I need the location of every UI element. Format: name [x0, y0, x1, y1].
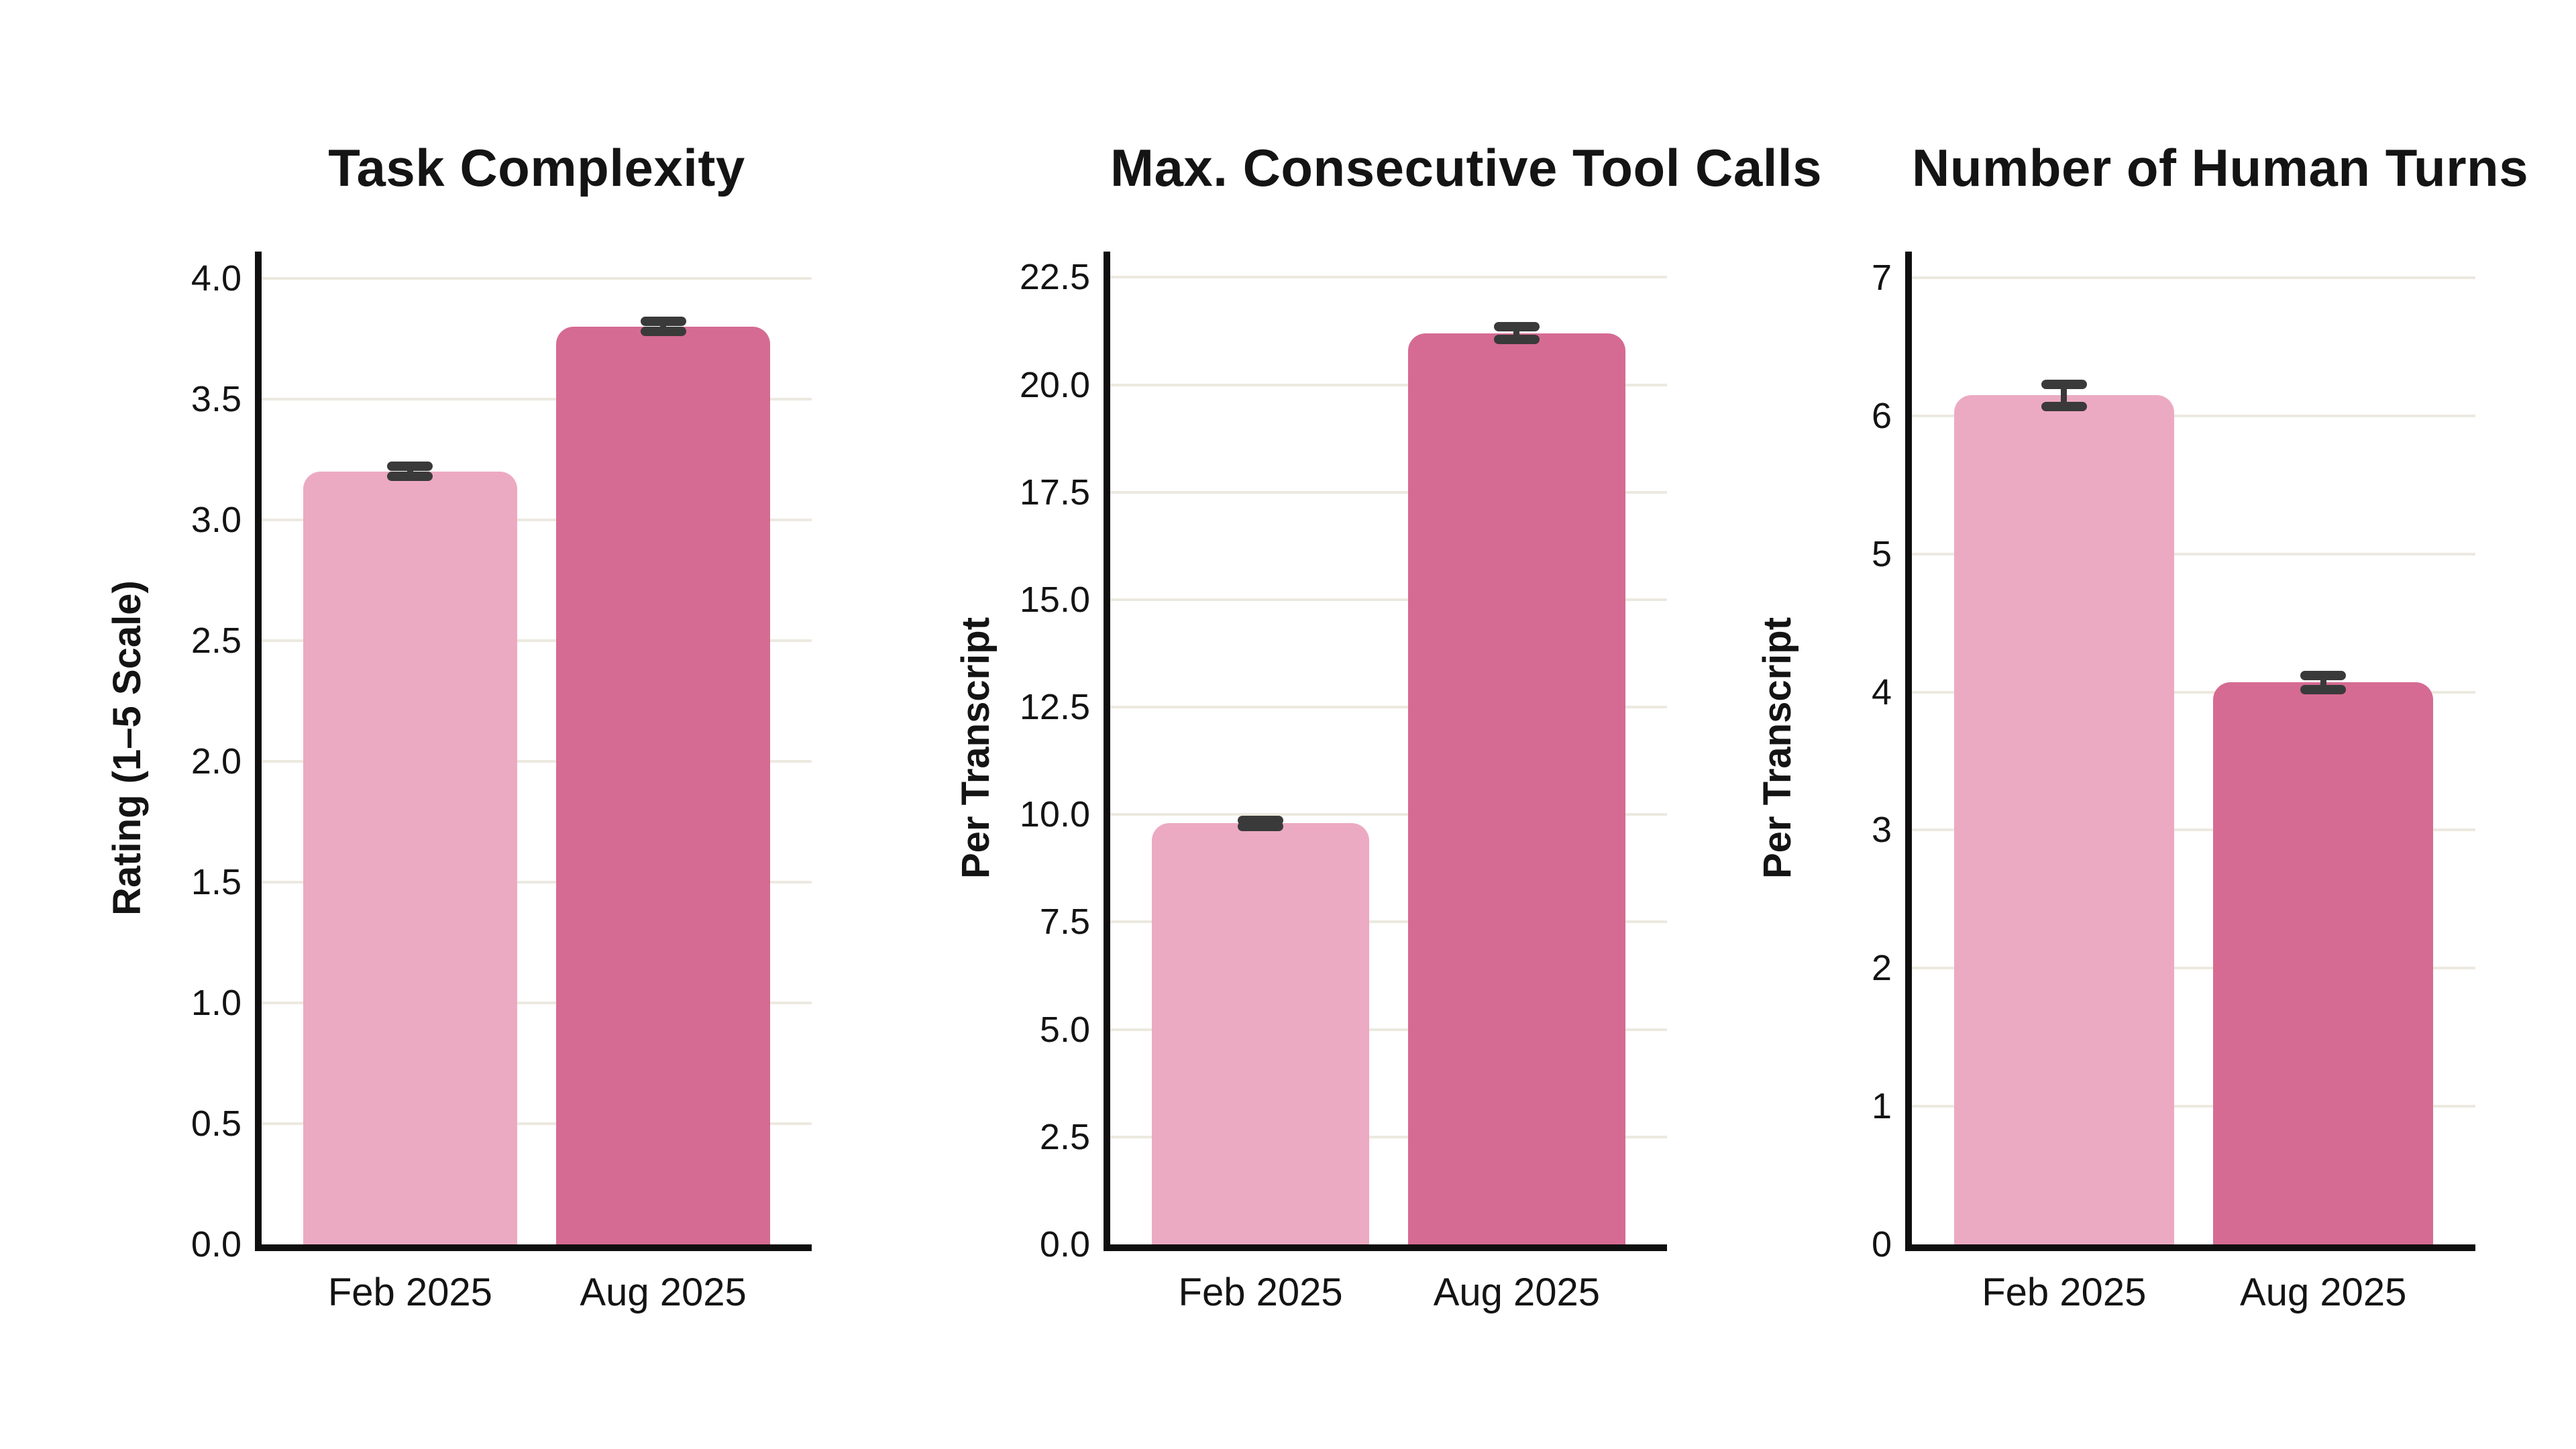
x-tick-label: Feb 2025 [1982, 1271, 2147, 1314]
y-axis-label: Per Transcript [1756, 616, 1799, 879]
y-tick-label: 1.0 [191, 982, 241, 1023]
gridline [1912, 414, 2475, 417]
y-tick-label: 22.5 [1019, 257, 1090, 298]
error-bar-whisker [1513, 327, 1520, 340]
y-tick-label: 1.5 [191, 861, 241, 902]
y-tick-label: 3 [1871, 810, 1892, 851]
y-tick-label: 2.0 [191, 741, 241, 782]
gridline [1110, 276, 1667, 279]
gridline [262, 397, 812, 400]
error-bar-whisker [2320, 675, 2326, 690]
y-tick-label: 6 [1871, 395, 1892, 436]
chart-title: Max. Consecutive Tool Calls [1110, 138, 1822, 197]
gridline [1110, 1135, 1667, 1138]
bar-feb-2025 [1954, 395, 2174, 1244]
bar-aug-2025 [2213, 682, 2433, 1244]
error-bar-cap [1238, 821, 1284, 831]
error-bar-whisker [2061, 384, 2068, 407]
y-tick-label: 20.0 [1019, 364, 1090, 405]
gridline [1110, 813, 1667, 816]
y-tick-label: 5 [1871, 533, 1892, 574]
y-tick-label: 4.0 [191, 258, 241, 299]
gridline [262, 276, 812, 280]
plot-area [255, 252, 812, 1251]
y-tick-label: 15.0 [1019, 579, 1090, 620]
plot-area [1104, 252, 1667, 1251]
y-tick-label: 1 [1871, 1086, 1892, 1127]
y-tick-label: 0 [1871, 1224, 1892, 1265]
gridline [262, 1001, 812, 1004]
error-bar-cap [387, 471, 433, 481]
y-tick-label: 4 [1871, 672, 1892, 712]
gridline [1110, 490, 1667, 494]
gridline [1912, 1105, 2475, 1108]
gridline [1110, 1028, 1667, 1031]
y-tick-label: 3.5 [191, 378, 241, 419]
gridline [1110, 920, 1667, 924]
x-tick-label: Aug 2025 [2240, 1271, 2407, 1314]
error-bar-whisker [660, 321, 667, 331]
x-tick-label: Feb 2025 [327, 1271, 492, 1314]
error-bar-cap [387, 462, 433, 472]
y-tick-label: 0.0 [191, 1224, 241, 1265]
chart-title: Task Complexity [328, 138, 745, 197]
bar-feb-2025 [1152, 823, 1369, 1244]
gridline [1110, 383, 1667, 386]
gridline [262, 518, 812, 521]
y-tick-label: 5.0 [1039, 1009, 1090, 1050]
x-tick-label: Feb 2025 [1178, 1271, 1343, 1314]
y-tick-label: 3.0 [191, 499, 241, 540]
gridline [1912, 690, 2475, 694]
error-bar-cap [2041, 401, 2087, 411]
bar-aug-2025 [1408, 333, 1625, 1244]
error-bar-cap [640, 326, 686, 336]
gridline [262, 759, 812, 763]
y-tick-label: 2.5 [1039, 1116, 1090, 1157]
error-bar-cap [1493, 322, 1540, 332]
error-bar-cap [1238, 815, 1284, 825]
y-tick-label: 2.5 [191, 620, 241, 661]
y-tick-label: 7.5 [1039, 902, 1090, 943]
gridline [1912, 276, 2475, 280]
plot-area [1905, 252, 2475, 1251]
y-tick-label: 7 [1871, 258, 1892, 299]
gridline [262, 1122, 812, 1125]
y-tick-label: 2 [1871, 948, 1892, 989]
bar-aug-2025 [555, 326, 771, 1244]
chart-title: Number of Human Turns [1912, 138, 2529, 197]
gridline [262, 880, 812, 883]
error-bar-cap [2041, 379, 2087, 389]
y-tick-label: 0.0 [1039, 1224, 1090, 1265]
error-bar-whisker [407, 466, 413, 476]
gridline [1110, 598, 1667, 601]
y-tick-label: 0.5 [191, 1103, 241, 1144]
error-bar-whisker [1257, 820, 1264, 826]
error-bar-cap [640, 317, 686, 327]
error-bar-cap [2300, 684, 2347, 694]
y-tick-label: 12.5 [1019, 687, 1090, 728]
y-axis-label: Per Transcript [954, 616, 998, 879]
gridline [1912, 967, 2475, 970]
gridline [1912, 552, 2475, 555]
error-bar-cap [2300, 670, 2347, 680]
bar-feb-2025 [303, 471, 518, 1244]
x-tick-label: Aug 2025 [1433, 1271, 1601, 1314]
error-bar-cap [1493, 335, 1540, 345]
y-tick-label: 10.0 [1019, 794, 1090, 835]
y-axis-label: Rating (1–5 Scale) [105, 580, 149, 916]
gridline [262, 639, 812, 642]
y-tick-label: 17.5 [1019, 472, 1090, 513]
x-tick-label: Aug 2025 [580, 1271, 747, 1314]
gridline [1110, 706, 1667, 709]
gridline [1912, 828, 2475, 832]
